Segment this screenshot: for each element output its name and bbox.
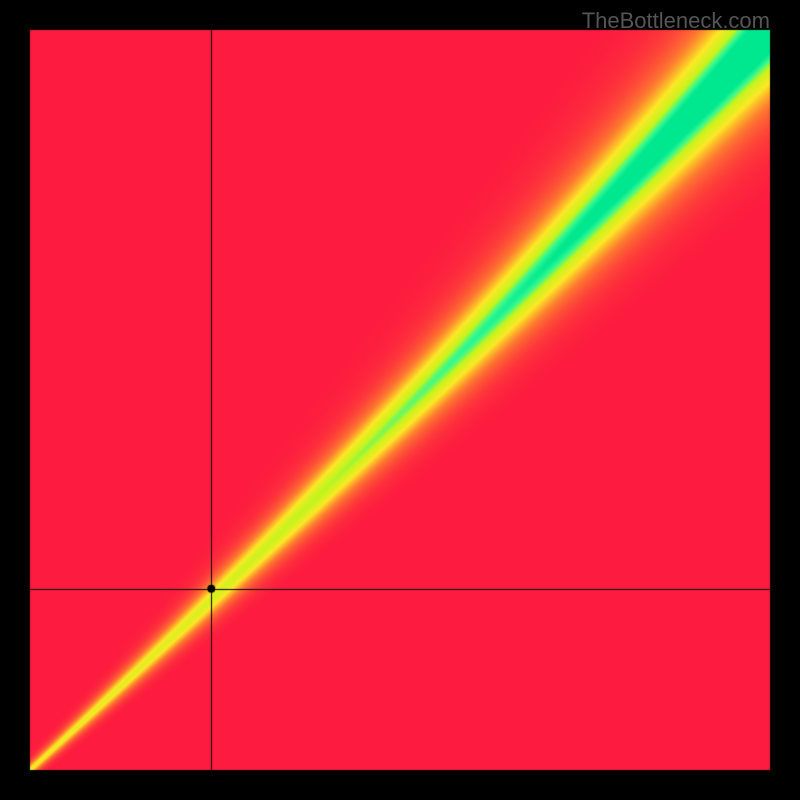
watermark-text: TheBottleneck.com (582, 8, 770, 34)
heatmap-canvas (0, 0, 800, 800)
chart-container: TheBottleneck.com (0, 0, 800, 800)
